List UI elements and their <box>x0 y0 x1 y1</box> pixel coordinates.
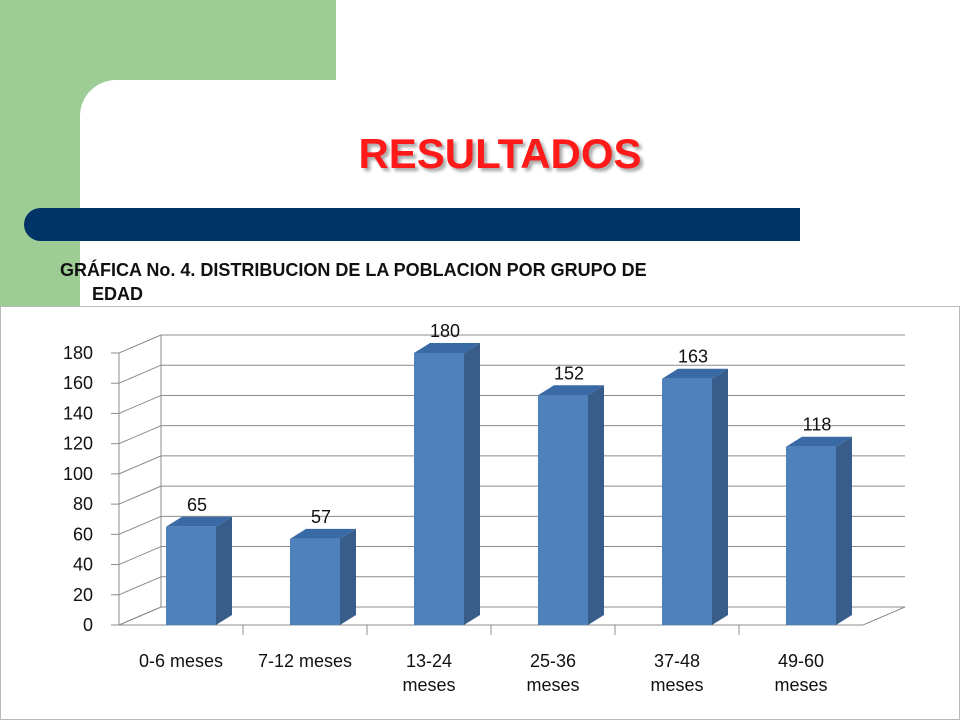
bar-side <box>588 385 604 625</box>
title-divider-bar <box>24 208 800 241</box>
bar-chart: 0 20 40 60 80 100 120 140 160 180 65 0-6 meses 57 7-1… <box>63 321 906 695</box>
data-label: 163 <box>678 347 708 367</box>
x-tick-label: 37-48 <box>654 651 700 671</box>
bar <box>414 353 464 625</box>
y-tick-label: 160 <box>63 373 93 393</box>
bar-side <box>836 436 852 625</box>
bar-top <box>538 385 604 396</box>
side-gridline <box>118 394 162 414</box>
bar-side <box>216 516 232 625</box>
y-tick-label: 0 <box>83 615 93 635</box>
data-label: 65 <box>187 495 207 515</box>
side-gridline <box>118 364 162 384</box>
bar <box>662 378 712 625</box>
y-tick-label: 140 <box>63 403 93 423</box>
chart-caption-line2: EDAD <box>92 284 144 304</box>
bar-side <box>464 343 480 625</box>
x-tick-label: meses <box>774 675 827 695</box>
y-tick-label: 20 <box>73 585 93 605</box>
x-tick-label: meses <box>650 675 703 695</box>
bar <box>166 526 216 625</box>
side-gridline <box>118 546 162 566</box>
side-gridline <box>118 334 162 354</box>
bar-top <box>786 436 852 447</box>
data-label: 152 <box>554 363 584 383</box>
x-tick-label: 25-36 <box>530 651 576 671</box>
bar-top <box>166 516 232 527</box>
y-tick-label: 100 <box>63 464 93 484</box>
bar <box>786 446 836 625</box>
bar <box>290 538 340 625</box>
x-tick-label: meses <box>526 675 579 695</box>
data-label: 118 <box>803 415 832 435</box>
bar-side <box>712 368 728 625</box>
bar-top <box>290 528 356 539</box>
side-gridline <box>118 425 162 445</box>
side-gridline <box>118 576 162 596</box>
data-label: 57 <box>311 507 331 527</box>
y-tick-label: 80 <box>73 494 93 514</box>
y-tick-label: 60 <box>73 524 93 544</box>
x-tick-label: 13-24 <box>406 651 452 671</box>
bar <box>538 395 588 625</box>
chart-caption: GRÁFICA No. 4. DISTRIBUCION DE LA POBLAC… <box>60 258 860 306</box>
data-label: 180 <box>430 321 460 341</box>
side-gridline <box>118 485 162 505</box>
y-tick-label: 180 <box>63 343 93 363</box>
bar-top <box>662 368 728 379</box>
x-tick-label: 49-60 <box>778 651 824 671</box>
bar-top <box>414 343 480 353</box>
slide-title: RESULTADOS <box>358 130 642 177</box>
bar-side <box>340 528 356 625</box>
y-tick-label: 120 <box>63 434 93 454</box>
y-tick-label: 40 <box>73 555 93 575</box>
side-gridline <box>118 455 162 475</box>
chart-caption-line1: GRÁFICA No. 4. DISTRIBUCION DE LA POBLAC… <box>60 260 647 280</box>
chart-frame: 0 20 40 60 80 100 120 140 160 180 65 0-6 meses 57 7-1… <box>0 306 960 720</box>
side-gridline <box>118 515 162 535</box>
x-tick-label: meses <box>402 675 455 695</box>
x-tick-label: 0-6 meses <box>139 651 223 671</box>
x-tick-label: 7-12 meses <box>258 651 352 671</box>
